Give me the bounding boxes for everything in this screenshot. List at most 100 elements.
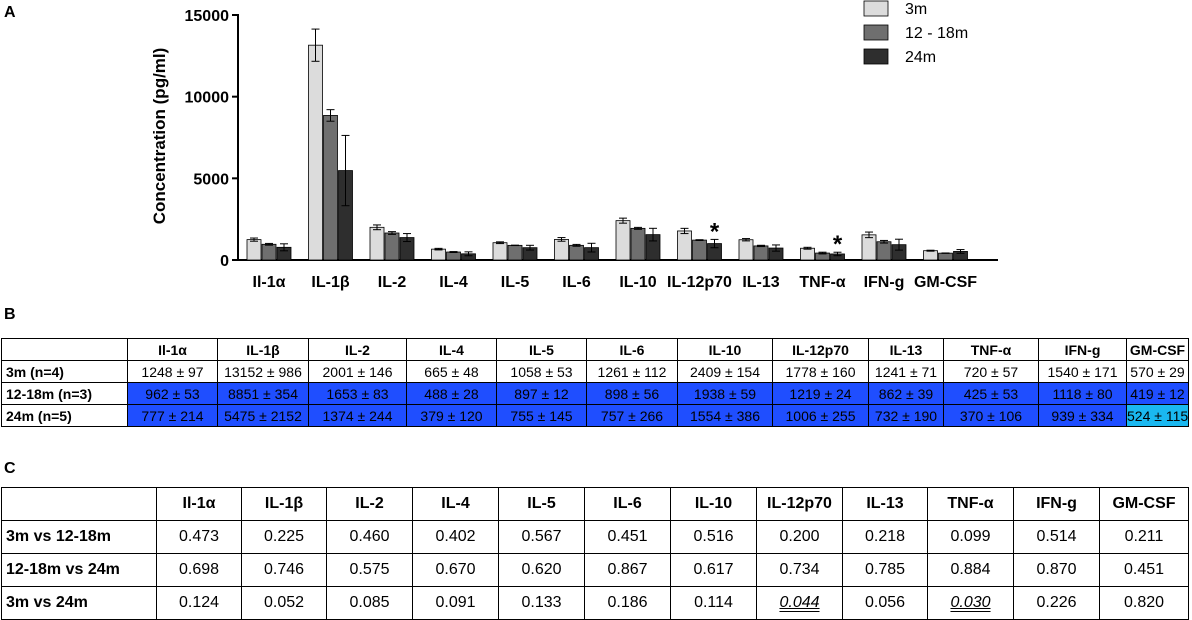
y-tick-label: 5000 — [193, 171, 229, 188]
x-tick-label: TNF-α — [799, 274, 845, 291]
table-cell: 0.114 — [670, 586, 757, 620]
column-header: GM-CSF — [1099, 487, 1189, 521]
table-cell: 0.516 — [670, 520, 757, 554]
table-row: 3m vs 12-18m 0.473 0.225 0.460 0.402 0.567 0.4… — [1, 520, 1189, 554]
table-cell: 0.211 — [1099, 520, 1189, 554]
x-tick-label: IL-5 — [501, 274, 530, 291]
table-cell: 0.460 — [326, 520, 413, 554]
bar-3m-il-4 — [431, 248, 446, 261]
legend-label: 3m — [905, 1, 927, 18]
table-cell: 665 ± 48 — [406, 360, 497, 383]
table-row: 12-18m (n=3) 962 ± 53 8851 ± 354 1653 ± 83 4… — [1, 382, 1189, 405]
table-cell: 0.785 — [842, 553, 928, 587]
table-cell: 1248 ± 97 — [127, 360, 218, 383]
column-header: IL-5 — [496, 338, 587, 361]
table-cell: 777 ± 214 — [127, 404, 218, 427]
column-header: IL-5 — [498, 487, 585, 521]
x-tick-label: IL-12p70 — [667, 274, 732, 291]
table-cell: 0.133 — [498, 586, 585, 620]
x-tick-label: IL-1β — [311, 274, 349, 291]
table-cell: 0.451 — [584, 520, 671, 554]
table-cell: 0.044 — [756, 586, 843, 620]
table-cell: 0.124 — [156, 586, 242, 620]
column-header: IFN-g — [1038, 338, 1127, 361]
table-cell: 379 ± 120 — [406, 404, 497, 427]
bar-12-18m-il-2 — [384, 232, 400, 261]
table-cell: 0.052 — [241, 586, 327, 620]
column-header: IL-1β — [241, 487, 327, 521]
x-tick-label: IL-13 — [742, 274, 779, 291]
table-cell: 1058 ± 53 — [496, 360, 587, 383]
table-cell: 0.734 — [756, 553, 843, 587]
table-cell: 755 ± 145 — [496, 404, 587, 427]
x-tick-label: IL-4 — [439, 274, 468, 291]
bar-3m-il-1 — [246, 239, 262, 261]
column-header: IL-13 — [842, 487, 928, 521]
bar-3m-il-6 — [554, 239, 569, 261]
table-cell: 419 ± 12 — [1126, 382, 1189, 405]
bar-3m-gm-csf — [923, 250, 938, 261]
table-cell: 0.056 — [842, 586, 928, 620]
bar-12-18m-il-4 — [446, 251, 461, 261]
table-cell: 425 ± 53 — [943, 382, 1039, 405]
x-tick-label: IL-2 — [378, 274, 407, 291]
row-label: 3m vs 12-18m — [1, 520, 157, 554]
table-cell: 2409 ± 154 — [677, 360, 773, 383]
table-cell: 1219 ± 24 — [772, 382, 869, 405]
bar-12-18m-il-10 — [630, 227, 646, 261]
bar-12-18m-il-5 — [507, 244, 523, 261]
bar-3m-il-10 — [615, 220, 631, 261]
table-cell: 13152 ± 986 — [217, 360, 309, 383]
concentration-table: Il-1α IL-1β IL-2 IL-4 IL-5 IL-6 IL-10 IL-12p70 I… — [1, 338, 1189, 427]
table-cell: 5475 ± 2152 — [217, 404, 309, 427]
header-corner-cell — [1, 338, 128, 361]
table-cell: 0.402 — [412, 520, 499, 554]
table-cell: 0.218 — [842, 520, 928, 554]
table-cell: 898 ± 56 — [586, 382, 678, 405]
y-tick-label: 15000 — [185, 8, 230, 25]
column-header: GM-CSF — [1126, 338, 1189, 361]
bar-12-18m-il-6 — [569, 244, 584, 261]
table-cell: 1118 ± 80 — [1038, 382, 1127, 405]
table-cell: 1778 ± 160 — [772, 360, 869, 383]
table-cell: 0.514 — [1013, 520, 1100, 554]
table-cell: 2001 ± 146 — [308, 360, 407, 383]
bar-12-18m-il-1 — [323, 115, 338, 261]
table-cell: 862 ± 39 — [868, 382, 944, 405]
bar-3m-il-1 — [308, 44, 323, 261]
table-cell: 0.820 — [1099, 586, 1189, 620]
bar-3m-il-13 — [738, 239, 754, 261]
column-header: IL-1β — [217, 338, 309, 361]
table-cell: 1653 ± 83 — [308, 382, 407, 405]
table-cell: 488 ± 28 — [406, 382, 497, 405]
table-cell: 897 ± 12 — [496, 382, 587, 405]
table-cell: 0.451 — [1099, 553, 1189, 587]
bar-12-18m-gm-csf — [938, 252, 953, 261]
table-cell: 0.867 — [584, 553, 671, 587]
table-cell: 0.870 — [1013, 553, 1100, 587]
table-cell: 0.670 — [412, 553, 499, 587]
table-cell: 570 ± 29 — [1126, 360, 1189, 383]
table-row: 24m (n=5) 777 ± 214 5475 ± 2152 1374 ± 244 3… — [1, 404, 1189, 427]
table-cell: 1006 ± 255 — [772, 404, 869, 427]
row-label: 24m (n=5) — [1, 404, 128, 427]
y-tick-label: 0 — [220, 253, 229, 270]
table-cell: 962 ± 53 — [127, 382, 218, 405]
column-header: IL-4 — [406, 338, 497, 361]
table-cell: 0.884 — [927, 553, 1014, 587]
table-cell: 720 ± 57 — [943, 360, 1039, 383]
row-label: 12-18m vs 24m — [1, 553, 157, 587]
column-header: IL-13 — [868, 338, 944, 361]
table-cell: 0.225 — [241, 520, 327, 554]
table-cell: 0.575 — [326, 553, 413, 587]
table-cell: 370 ± 106 — [943, 404, 1039, 427]
y-tick-label: 10000 — [185, 90, 230, 107]
x-tick-label: GM-CSF — [914, 274, 977, 291]
table-header-row: Il-1α IL-1β IL-2 IL-4 IL-5 IL-6 IL-10 IL-12p70 I… — [1, 338, 1189, 361]
table-cell: 0.200 — [756, 520, 843, 554]
column-header: IL-10 — [670, 487, 757, 521]
column-header: IL-10 — [677, 338, 773, 361]
header-corner-cell — [1, 487, 157, 521]
table-row: 12-18m vs 24m 0.698 0.746 0.575 0.670 0.620 0.… — [1, 553, 1189, 587]
row-label: 3m vs 24m — [1, 586, 157, 620]
